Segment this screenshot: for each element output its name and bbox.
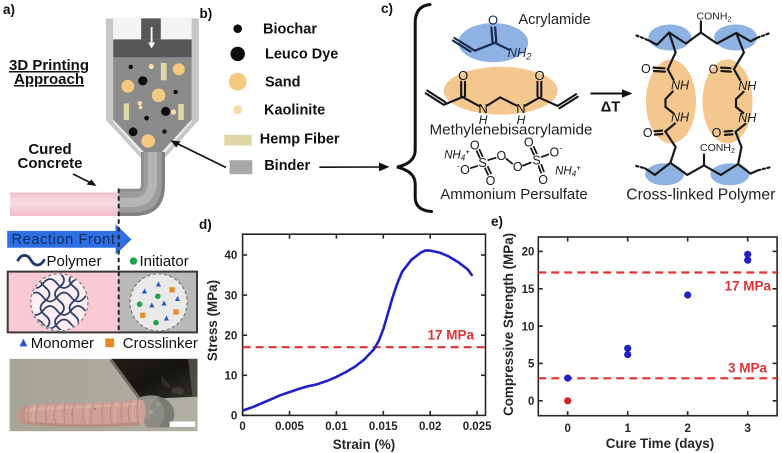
svg-text:5: 5 [528,359,535,371]
svg-text:Sand: Sand [265,75,300,91]
svg-text:O: O [534,68,544,83]
svg-text:O: O [486,174,496,188]
svg-text:a): a) [3,2,15,17]
svg-text:Kaolinite: Kaolinite [264,103,325,119]
svg-text:O: O [488,13,498,28]
svg-text:N: N [516,101,525,116]
svg-text:0: 0 [528,396,534,408]
svg-text:20: 20 [522,247,535,259]
svg-text:0: 0 [239,421,245,433]
svg-text:Leuco Dye: Leuco Dye [265,47,338,63]
svg-text:0.02: 0.02 [419,421,441,433]
svg-text:20: 20 [225,330,238,342]
svg-text:O: O [458,68,468,83]
svg-text:Crosslinker: Crosslinker [123,335,198,352]
svg-text:Initiator: Initiator [140,253,189,270]
svg-text:0.025: 0.025 [463,421,492,433]
svg-text:O: O [497,149,507,163]
svg-text:3 MPa: 3 MPa [728,360,768,375]
svg-text:Cured: Cured [28,141,71,158]
svg-text:Compressive Strength (MPa): Compressive Strength (MPa) [501,233,516,416]
svg-text:Methylenebisacrylamide: Methylenebisacrylamide [430,121,593,138]
svg-text:O: O [643,126,653,140]
svg-text:CONH2: CONH2 [697,11,732,24]
svg-text:1: 1 [624,423,631,435]
svg-text:O: O [712,126,722,140]
svg-text:Ammonium Persulfate: Ammonium Persulfate [440,186,588,203]
svg-text:Strain (%): Strain (%) [333,437,396,452]
svg-text:2: 2 [684,423,690,435]
svg-text:O: O [709,62,719,76]
svg-text:N: N [478,101,487,116]
svg-text:NH: NH [738,111,757,125]
svg-text:Acrylamide: Acrylamide [518,12,590,28]
svg-text:O: O [470,138,480,152]
svg-text:Monomer: Monomer [31,335,94,352]
svg-text:O: O [550,145,560,159]
svg-text:Biochar: Biochar [263,22,317,38]
svg-text:NH: NH [738,79,757,93]
svg-text:S: S [478,156,486,170]
svg-text:17 MPa: 17 MPa [427,328,474,343]
svg-text:Cure Time (days): Cure Time (days) [606,436,714,451]
svg-text:30: 30 [225,290,238,302]
svg-text:O: O [524,135,534,149]
svg-text:-: - [457,162,460,171]
svg-text:Cross-linked Polymer: Cross-linked Polymer [626,186,775,203]
svg-text:17 MPa: 17 MPa [724,278,771,293]
svg-text:ΔT: ΔT [601,100,620,116]
svg-text:0: 0 [231,411,237,423]
svg-text:O: O [641,62,651,76]
svg-text:Binder: Binder [264,158,310,174]
svg-text:d): d) [199,217,212,232]
svg-text:O: O [538,173,548,187]
svg-text:NH2: NH2 [508,45,533,63]
svg-text:H: H [517,113,526,127]
svg-text:c): c) [381,1,393,16]
svg-text:NH: NH [671,79,690,93]
svg-text:40: 40 [225,250,238,262]
svg-text:Polymer: Polymer [47,253,102,270]
svg-text:0.015: 0.015 [369,421,398,433]
svg-text:Approach: Approach [14,71,84,88]
svg-text:0.005: 0.005 [275,421,304,433]
svg-text:10: 10 [522,321,535,333]
svg-text:10: 10 [225,371,238,383]
svg-text:e): e) [491,214,503,229]
svg-text:-: - [560,144,563,153]
svg-text:CONH2: CONH2 [700,142,735,155]
svg-text:O: O [460,163,470,177]
svg-text:b): b) [200,6,213,21]
svg-text:3: 3 [744,423,750,435]
svg-text:Concrete: Concrete [17,155,82,172]
svg-text:Hemp Fiber: Hemp Fiber [260,131,340,147]
svg-text:Stress (MPa): Stress (MPa) [205,280,220,361]
svg-text:0: 0 [564,423,570,435]
svg-text:H: H [479,113,488,127]
svg-text:O: O [513,160,523,174]
svg-text:Reaction Front: Reaction Front [11,232,115,248]
svg-text:S: S [532,154,540,168]
svg-text:NH: NH [671,111,690,125]
svg-text:3D Printing: 3D Printing [9,57,89,74]
svg-text:0.01: 0.01 [325,421,348,433]
svg-text:15: 15 [522,284,535,296]
